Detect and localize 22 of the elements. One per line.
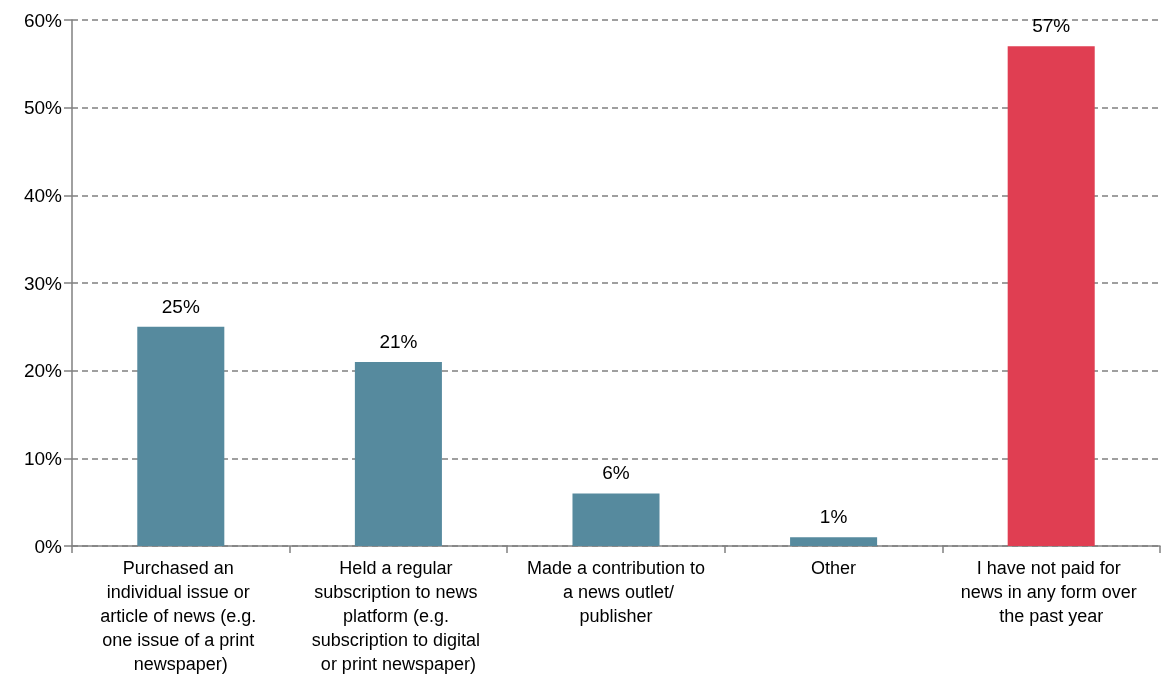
y-tick-label: 10% (23, 447, 63, 469)
x-tick-label: I have not paid for news in any form over the past year (960, 558, 1142, 626)
y-tick-label: 60% (23, 9, 63, 31)
data-label: 1% (819, 506, 848, 528)
bar (572, 493, 660, 546)
x-tick-label: Other (811, 558, 857, 578)
y-tick-label: 30% (23, 272, 63, 294)
data-label: 57% (1032, 15, 1071, 37)
bar (1007, 46, 1095, 546)
x-tick-label: Held a regular subscription to news platform (e.g. subscription to digital or print newspaper) (311, 558, 485, 674)
bar (354, 361, 442, 546)
data-label: 6% (602, 462, 630, 484)
data-label: 21% (379, 330, 418, 352)
data-label: 25% (161, 295, 200, 317)
bar (790, 537, 878, 546)
x-tick-label: Purchased an individual issue or article of news (e.g. one issue of a print newspaper) (100, 558, 262, 674)
y-tick-label: 0% (34, 535, 63, 557)
bar (137, 326, 225, 546)
x-tick-label: Made a contribution to a news outlet/publisher (526, 558, 706, 626)
y-tick-label: 20% (23, 360, 63, 382)
y-tick-label: 50% (23, 97, 63, 119)
y-tick-label: 40% (23, 184, 63, 206)
